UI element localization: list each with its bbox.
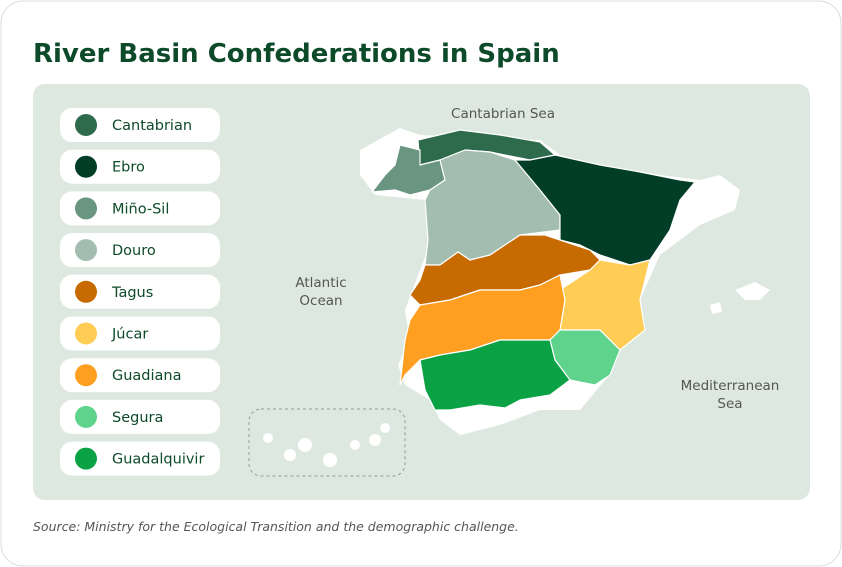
legend-label: Guadalquivir <box>112 452 204 468</box>
legend-pill <box>60 233 220 268</box>
map-label: Mediterranean <box>681 378 780 394</box>
legend-label: Douro <box>112 243 156 259</box>
legend-label: Cantabrian <box>112 118 192 134</box>
legend-pill <box>60 358 220 393</box>
legend-dot <box>75 322 97 345</box>
legend-dot <box>75 197 97 220</box>
legend-label: Segura <box>112 410 163 426</box>
map-label: Atlantic <box>295 275 346 291</box>
legend-dot <box>75 280 97 303</box>
legend-dot <box>75 405 97 428</box>
map <box>248 128 770 477</box>
region <box>419 339 571 411</box>
legend: Cantabrian Ebro Miño-Sil Douro Tagus Júcar Gua… <box>60 108 220 476</box>
legend-dot <box>75 447 97 470</box>
legend-dot <box>75 364 97 387</box>
island <box>710 302 722 314</box>
legend-pill <box>60 108 220 142</box>
legend-label: Ebro <box>112 160 145 176</box>
legend-pill <box>60 191 220 226</box>
legend-dot <box>75 155 97 178</box>
map-label: Cantabrian Sea <box>451 106 555 122</box>
legend-pill <box>60 274 220 309</box>
island <box>735 282 770 300</box>
legend-pill <box>60 316 220 351</box>
legend-label: Tagus <box>111 285 153 301</box>
legend-dot <box>75 239 97 262</box>
source: Source: Ministry for the Ecological Tran… <box>33 519 519 534</box>
legend-pill <box>60 149 220 184</box>
legend-label: Miño-Sil <box>112 201 169 217</box>
canary-islands <box>263 423 390 467</box>
legend-label: Júcar <box>111 327 148 343</box>
legend-pill <box>60 399 220 434</box>
legend-dot <box>75 114 97 136</box>
title: River Basin Confederations in Spain <box>33 39 560 69</box>
legend-label: Guadiana <box>112 368 182 384</box>
legend-pill <box>60 441 220 476</box>
map-label: Sea <box>717 396 742 412</box>
canary-inset <box>248 408 406 477</box>
region <box>514 154 696 266</box>
region <box>371 144 446 196</box>
map-label: Ocean <box>299 293 342 309</box>
